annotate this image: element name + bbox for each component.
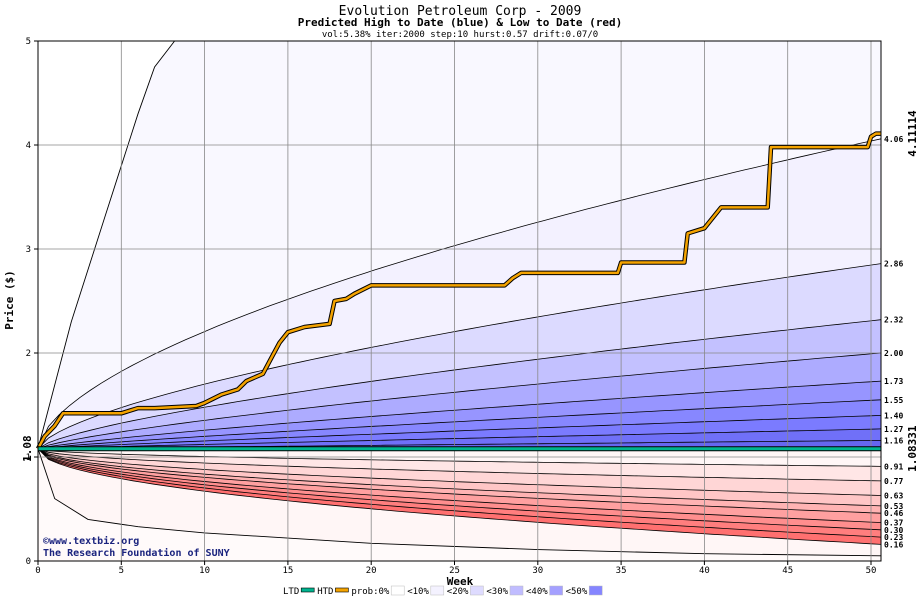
band-label-low-5: 0.37	[884, 519, 903, 528]
legend-label-3: <10%	[407, 587, 429, 597]
chart-subtitle: Predicted High to Date (blue) & Low to D…	[298, 16, 623, 29]
band-label-high-1: 2.86	[884, 260, 903, 269]
band-label-low-1: 0.77	[884, 477, 903, 486]
actual-high-label: 4.11114	[906, 110, 919, 157]
band-label-low-0: 0.91	[884, 462, 903, 471]
legend-label-4: <20%	[447, 587, 469, 597]
legend: LTD HTD prob:0% <10% <20% <30% <40% <50%	[283, 585, 603, 597]
band-label-high-7: 1.27	[884, 425, 903, 434]
band-label-low-8: 0.16	[884, 540, 903, 549]
legend-label-6: <40%	[526, 587, 548, 597]
band-low-line-5	[37, 448, 882, 523]
x-tick-label-15: 15	[282, 566, 293, 576]
band-high-line-2	[37, 319, 882, 450]
grid-lines	[38, 41, 881, 561]
band-low-line-3	[37, 448, 882, 507]
band-low-line-7	[37, 448, 882, 538]
band-label-high-8: 1.16	[884, 436, 903, 445]
legend-label-1: HTD	[317, 587, 333, 597]
actual-low-label: 1.08331	[906, 425, 919, 472]
x-tick-label-45: 45	[782, 566, 793, 576]
legend-line-0	[300, 587, 315, 593]
band-high-line-1	[37, 263, 882, 449]
credit-line-2: The Research Foundation of SUNY	[43, 547, 230, 559]
band-label-low-7: 0.23	[884, 533, 903, 542]
x-tick-label-20: 20	[366, 566, 377, 576]
x-tick-label-40: 40	[699, 566, 710, 576]
legend-label-7: <50%	[566, 587, 588, 597]
band-low-line-6	[37, 448, 882, 531]
band-label-high-3: 2.00	[884, 349, 903, 358]
legend-label-0: LTD	[283, 587, 299, 597]
band-label-high-6: 1.40	[884, 411, 903, 420]
y-tick-label-3: 3	[26, 245, 31, 255]
y-tick-label-2: 2	[26, 349, 31, 359]
band-label-low-2: 0.63	[884, 491, 903, 500]
x-tick-label-0: 0	[35, 566, 40, 576]
credit-line-1: ©www.textbiz.org	[43, 535, 139, 547]
band-high-line-0	[37, 138, 882, 449]
band-extreme-low-under	[38, 448, 881, 561]
legend-label-5: <30%	[486, 587, 508, 597]
band-low-line-0	[37, 448, 882, 467]
legend-swatch-3	[430, 585, 445, 596]
band-high-line-4	[37, 380, 882, 450]
band-low-line-2	[37, 448, 882, 496]
legend-swatch-6	[549, 585, 563, 596]
x-tick-label-10: 10	[199, 566, 210, 576]
plot-frame	[37, 40, 882, 562]
band-low-0	[38, 448, 881, 467]
y-tick-label-5: 5	[26, 37, 31, 47]
band-low-line-4	[37, 448, 882, 514]
x-tick-label-5: 5	[119, 566, 124, 576]
band-label-high-0: 4.06	[884, 135, 903, 144]
legend-line-1	[335, 587, 349, 593]
series-htd	[36, 132, 881, 450]
probability-bands	[37, 40, 882, 561]
legend-swatch-2	[390, 585, 405, 596]
y-axis-label: Price ($)	[3, 270, 16, 330]
y-tick-label-0: 0	[26, 557, 31, 567]
legend-swatch-7	[588, 585, 603, 596]
band-high-line-5	[37, 399, 882, 450]
band-label-high-5: 1.55	[884, 396, 903, 405]
series-lines	[36, 131, 881, 452]
legend-swatch-5	[509, 585, 524, 596]
start-price-label: 1.08	[21, 435, 34, 462]
band-low-line-1	[37, 448, 882, 482]
band-high-line-7	[37, 428, 882, 450]
y-tick-label-4: 4	[26, 141, 31, 151]
x-tick-label-30: 30	[532, 566, 543, 576]
band-label-low-3: 0.53	[884, 502, 903, 511]
band-label-low-6: 0.30	[884, 526, 903, 535]
band-low-line-8	[37, 448, 882, 545]
band-label-high-4: 1.73	[884, 377, 903, 386]
band-labels: 1.08 4.06 2.86 2.32 2.00 1.73 1.55 1.40 1.27 1.16…	[21, 110, 919, 549]
chart-title: Evolution Petroleum Corp - 2009	[339, 4, 582, 19]
chart-params: vol:5.38% iter:2000 step:10 hurst:0.57 d…	[322, 30, 598, 40]
legend-swatch-4	[470, 585, 484, 596]
band-label-low-4: 0.46	[884, 509, 903, 518]
x-tick-label-50: 50	[866, 566, 877, 576]
x-axis-label: Week	[447, 575, 474, 588]
y-tick-label-1: 1	[26, 453, 31, 463]
band-high-line-6	[37, 415, 882, 450]
band-label-high-2: 2.32	[884, 316, 903, 325]
x-tick-label-25: 25	[449, 566, 460, 576]
x-tick-label-35: 35	[616, 566, 627, 576]
legend-label-2: prob:0%	[351, 587, 390, 597]
band-high-line-3	[37, 352, 882, 450]
